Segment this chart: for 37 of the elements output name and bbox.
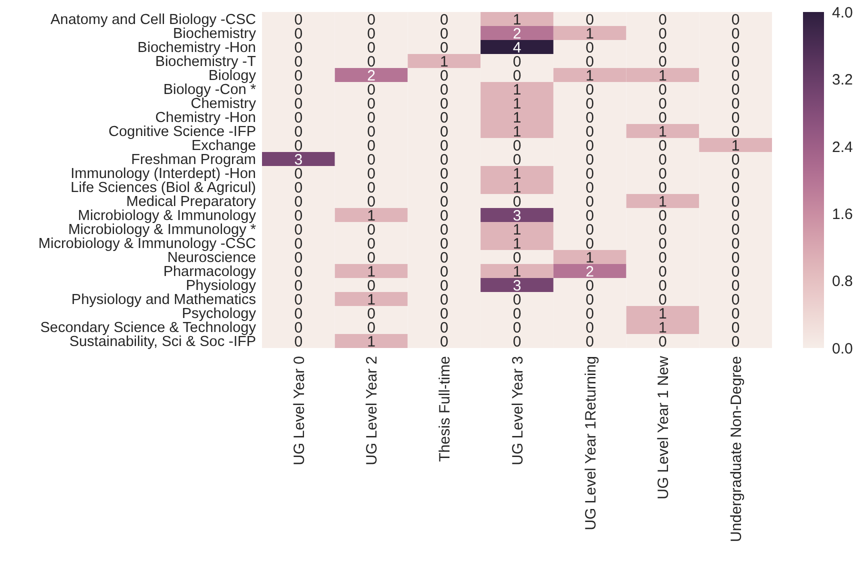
x-tick-label: Undergraduate Non-Degree [728, 356, 745, 542]
y-tick-label: Psychology [182, 306, 257, 322]
color-bar-label: 4.0 [832, 4, 853, 22]
color-bar-label: 3.2 [832, 72, 853, 89]
x-tick-label: UG Level Year 0 [290, 356, 308, 466]
y-tick-label: Life Sciences (Biol & Agricul) [70, 180, 256, 196]
y-tick-label: Physiology [186, 278, 257, 294]
y-tick-label: Freshman Program [131, 152, 256, 168]
y-tick-label: Biochemistry -T [155, 54, 256, 70]
x-tick-label: UG Level Year 1Returning [582, 356, 600, 530]
y-tick-label: Immunology (Interdept) -Hon [70, 166, 256, 182]
y-tick-label: Medical Preparatory [126, 194, 257, 210]
y-tick-label: Anatomy and Cell Biology -CSC [50, 12, 256, 28]
color-bar-label: 1.6 [832, 206, 853, 223]
y-tick-label: Microbiology & Immunology [78, 208, 257, 224]
color-bar-label: 0.8 [832, 273, 853, 290]
y-tick-label: Biochemistry [173, 26, 257, 42]
y-tick-label: Microbiology & Immunology -CSC [38, 236, 256, 252]
y-tick-label: Neuroscience [167, 250, 256, 266]
y-tick-label: Exchange [192, 138, 256, 154]
y-tick-label: Cognitive Science -IFP [108, 124, 256, 140]
y-tick-label: Chemistry -Hon [155, 110, 256, 126]
y-tick-label: Physiology and Mathematics [71, 292, 256, 308]
y-tick-label: Chemistry [190, 96, 257, 112]
y-tick-label: Pharmacology [163, 264, 257, 280]
x-tick-label: Thesis Full-time [436, 356, 454, 462]
y-tick-label: Biochemistry -Hon [138, 40, 256, 56]
color-bar-label: 0.0 [832, 340, 853, 358]
x-tick-label: UG Level Year 3 [509, 356, 526, 466]
x-tick-label: UG Level Year 1 New [655, 356, 672, 500]
y-tick-label: Sustainability, Sci & Soc -IFP [69, 334, 256, 350]
y-tick-label: Secondary Science & Technology [40, 320, 257, 336]
y-tick-label: Microbiology & Immunology * [68, 222, 256, 238]
x-tick-label: UG Level Year 2 [364, 356, 381, 466]
y-tick-label: Biology -Con * [163, 82, 256, 98]
y-tick-label: Biology [208, 68, 257, 84]
color-bar-label: 2.4 [832, 138, 853, 156]
